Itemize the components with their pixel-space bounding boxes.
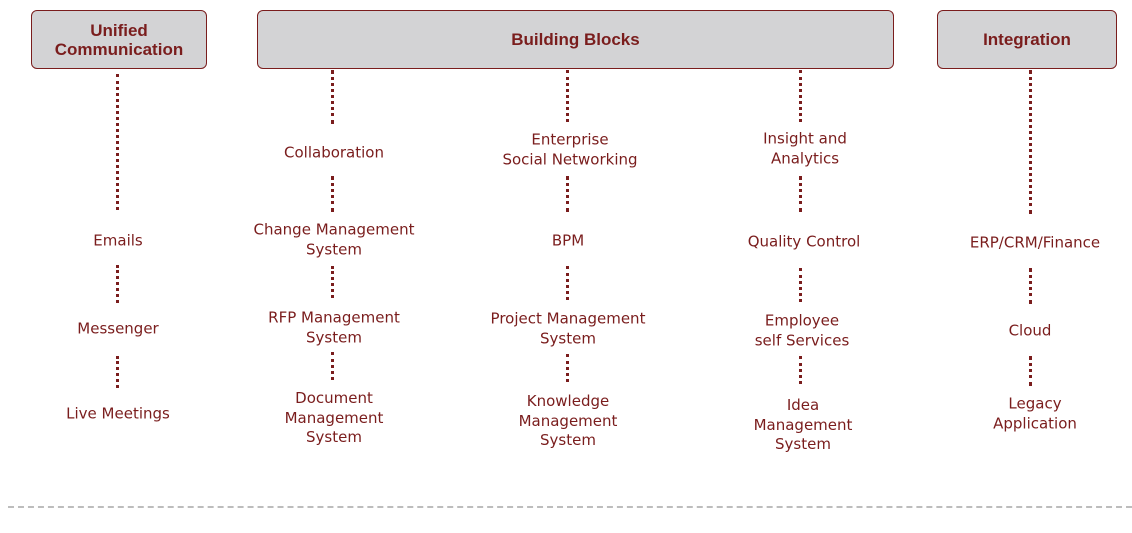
item-enterprise-social-networking: Enterprise Social Networking xyxy=(502,130,638,169)
item-legacy-application: Legacy Application xyxy=(993,394,1077,433)
connector-dots xyxy=(566,266,569,300)
connector-dots xyxy=(1029,70,1032,214)
connector-dots xyxy=(799,70,802,122)
item-knowledge-management: Knowledge Management System xyxy=(518,391,618,449)
connector-dots xyxy=(566,176,569,212)
item-cloud: Cloud xyxy=(1008,321,1052,340)
connector-dots xyxy=(799,356,802,384)
item-bpm: BPM xyxy=(551,231,585,250)
connector-dots xyxy=(331,352,334,380)
dashed-divider xyxy=(8,506,1132,508)
connector-dots xyxy=(116,265,119,303)
connector-dots xyxy=(566,354,569,382)
item-quality-control: Quality Control xyxy=(747,232,861,251)
connector-dots xyxy=(1029,268,1032,304)
item-live-meetings: Live Meetings xyxy=(66,404,170,423)
item-insight-analytics: Insight and Analytics xyxy=(763,129,847,168)
item-change-management: Change Management System xyxy=(253,220,415,259)
header-building-blocks: Building Blocks xyxy=(257,10,894,69)
connector-dots xyxy=(116,74,119,210)
item-collaboration: Collaboration xyxy=(284,143,384,162)
item-employee-self-services: Employee self Services xyxy=(754,311,850,350)
item-project-management: Project Management System xyxy=(490,309,646,348)
item-emails: Emails xyxy=(93,231,143,250)
connector-dots xyxy=(331,176,334,212)
connector-dots xyxy=(566,70,569,122)
connector-dots xyxy=(1029,356,1032,386)
header-integration: Integration xyxy=(937,10,1117,69)
item-erp-crm-finance: ERP/CRM/Finance xyxy=(969,233,1101,252)
connector-dots xyxy=(799,176,802,212)
connector-dots xyxy=(799,268,802,302)
connector-dots xyxy=(331,70,334,124)
connector-dots xyxy=(116,356,119,388)
item-messenger: Messenger xyxy=(77,319,159,338)
item-rfp-management: RFP Management System xyxy=(268,308,400,347)
header-unified-communication: Unified Communication xyxy=(31,10,207,69)
item-document-management: Document Management System xyxy=(284,388,384,446)
item-idea-management: Idea Management System xyxy=(753,395,853,453)
connector-dots xyxy=(331,266,334,298)
